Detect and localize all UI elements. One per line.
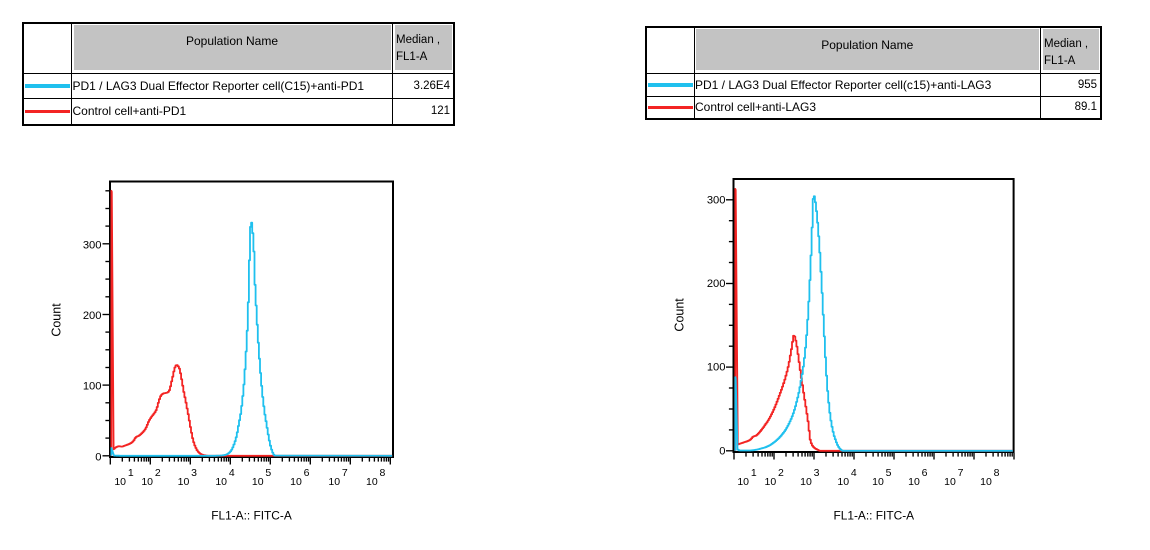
- svg-text:0: 0: [719, 445, 725, 457]
- svg-text:108: 108: [366, 467, 385, 488]
- svg-text:100: 100: [707, 362, 726, 374]
- svg-text:104: 104: [215, 467, 234, 488]
- svg-text:103: 103: [178, 467, 197, 488]
- svg-text:300: 300: [707, 194, 726, 206]
- svg-text:FL1-A:: FITC-A: FL1-A:: FITC-A: [833, 509, 914, 523]
- svg-text:104: 104: [837, 467, 856, 488]
- svg-text:108: 108: [980, 467, 999, 488]
- svg-text:101: 101: [114, 467, 133, 488]
- svg-text:300: 300: [83, 239, 102, 251]
- svg-text:200: 200: [707, 278, 726, 290]
- svg-text:107: 107: [944, 467, 963, 488]
- svg-text:105: 105: [252, 467, 271, 488]
- svg-text:Count: Count: [673, 298, 687, 332]
- svg-text:105: 105: [872, 467, 891, 488]
- svg-text:FL1-A:: FITC-A: FL1-A:: FITC-A: [211, 509, 292, 523]
- svg-text:103: 103: [800, 467, 819, 488]
- svg-text:0: 0: [95, 451, 101, 463]
- svg-text:100: 100: [83, 381, 102, 393]
- svg-text:106: 106: [290, 467, 309, 488]
- svg-text:102: 102: [141, 467, 160, 488]
- svg-text:107: 107: [328, 467, 347, 488]
- svg-text:200: 200: [83, 310, 102, 322]
- svg-text:101: 101: [737, 467, 756, 488]
- svg-text:106: 106: [908, 467, 927, 488]
- svg-text:102: 102: [765, 467, 784, 488]
- svg-text:Count: Count: [50, 303, 64, 337]
